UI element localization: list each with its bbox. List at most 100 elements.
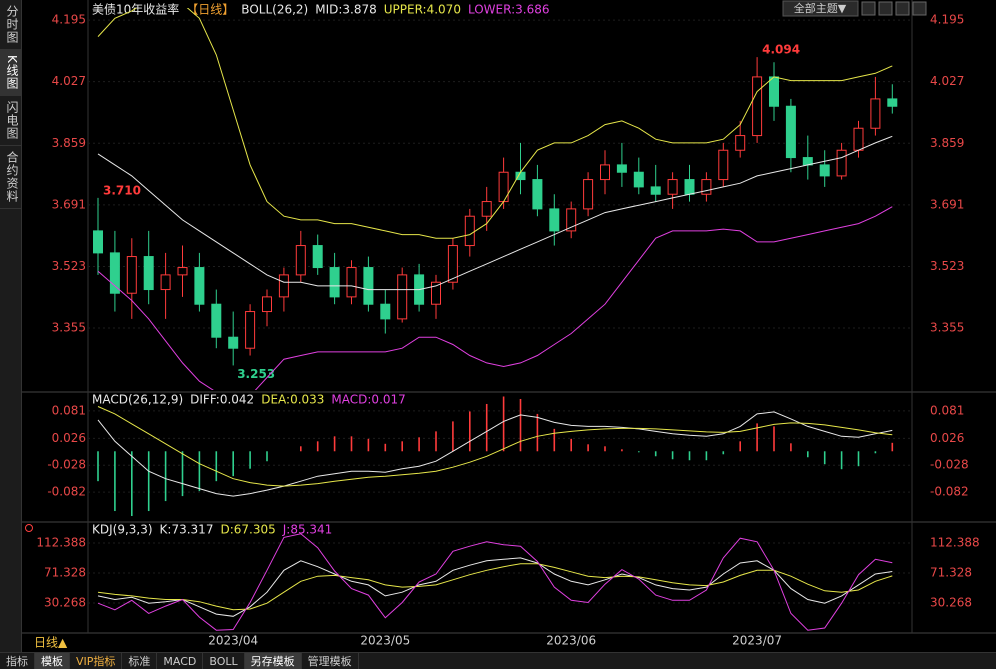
x-tick-label: 2023/05 xyxy=(360,634,410,648)
y-tick-label: 3.859 xyxy=(930,136,964,150)
y-tick-label: 0.026 xyxy=(930,431,964,445)
indicator-line xyxy=(97,135,893,291)
header-label: UPPER:4.070 xyxy=(384,3,461,17)
high-label: 3.710 xyxy=(103,183,141,197)
candle-body xyxy=(566,208,577,232)
y-tick-label: 4.027 xyxy=(930,74,964,88)
low-label: 3.253 xyxy=(237,367,275,381)
settings-icon[interactable] xyxy=(25,524,33,532)
candle-body xyxy=(616,164,627,173)
candle-body xyxy=(160,274,171,291)
y-tick-label: 3.523 xyxy=(930,259,964,273)
candle-body xyxy=(549,208,560,232)
chart: 全部主题▼ 日线▲ 4.195 4.195 4.027 4.027 3.859 3.859… xyxy=(22,0,996,650)
y-tick-label: 4.027 xyxy=(52,74,86,88)
icon-button[interactable] xyxy=(895,1,910,16)
footer-tab[interactable]: 另存模板 xyxy=(244,653,302,669)
y-tick-label: 3.355 xyxy=(52,321,86,335)
candle-body xyxy=(735,135,746,151)
y-tick-label: 4.195 xyxy=(52,13,86,27)
candle-body xyxy=(329,267,340,298)
footer-tab[interactable]: MACD xyxy=(157,653,204,669)
y-tick-label: 0.081 xyxy=(930,403,964,417)
header-label: KDJ(9,3,3) xyxy=(92,523,153,537)
header-label: J:85.341 xyxy=(282,523,333,537)
side-tab[interactable]: 闪电图 xyxy=(0,96,21,146)
theme-label: 全部主题▼ xyxy=(794,1,847,15)
header-label: D:67.305 xyxy=(220,523,275,537)
high-label: 4.094 xyxy=(762,43,800,57)
candle-body xyxy=(278,274,289,298)
candle-body xyxy=(600,164,610,181)
y-tick-label: 3.691 xyxy=(52,197,86,211)
candle-body xyxy=(380,303,391,320)
candle-body xyxy=(464,215,475,247)
side-tab[interactable]: 合约资料 xyxy=(0,146,21,209)
y-tick-label: 30.268 xyxy=(930,595,972,609)
candle-body xyxy=(126,256,137,294)
indicator-line xyxy=(97,411,893,497)
candle-body xyxy=(363,267,374,305)
header-label: 美债10年收益率 xyxy=(92,2,179,17)
x-tick-label: 2023/07 xyxy=(732,634,782,648)
header-label: MACD:0.017 xyxy=(331,393,405,407)
sidebar: 分时图 K线图 闪电图 合约资料 xyxy=(0,0,22,652)
footer-tab[interactable]: BOLL xyxy=(203,653,245,669)
candle-body xyxy=(177,267,188,276)
candle-body xyxy=(887,98,898,107)
side-tab[interactable]: 分时图 xyxy=(0,0,21,50)
indicator-line xyxy=(97,8,893,239)
icon-button[interactable] xyxy=(878,1,893,16)
candle-body xyxy=(431,281,441,305)
candle-body xyxy=(853,127,864,151)
candle-body xyxy=(701,179,712,195)
y-tick-label: -0.028 xyxy=(930,458,969,472)
icon-button[interactable] xyxy=(861,1,876,16)
candle-body xyxy=(769,76,779,107)
footer-tab[interactable]: 指标 xyxy=(0,653,35,669)
header-label: LOWER:3.686 xyxy=(468,3,550,17)
candle-body xyxy=(245,311,256,349)
candle-body xyxy=(211,303,222,338)
candle-body xyxy=(346,267,357,298)
candle-body xyxy=(447,245,458,283)
candle-body xyxy=(650,186,661,195)
indicator-line xyxy=(97,406,893,487)
theme-button[interactable] xyxy=(782,0,859,17)
period-label[interactable]: 日线▲ xyxy=(34,636,68,650)
candle-body xyxy=(752,76,763,137)
candle-body xyxy=(228,336,239,349)
indicator-line xyxy=(97,533,893,631)
candle-body xyxy=(295,245,306,276)
candle-body xyxy=(498,171,509,203)
y-tick-label: -0.082 xyxy=(930,485,969,499)
candle-body xyxy=(583,179,594,210)
candle-body xyxy=(143,256,154,291)
header-label: MID:3.878 xyxy=(315,3,377,17)
candle-body xyxy=(312,245,323,269)
candle-body xyxy=(836,149,847,177)
candle-body xyxy=(109,252,120,294)
y-tick-label: 3.691 xyxy=(930,197,964,211)
y-tick-label: 0.081 xyxy=(52,403,86,417)
icon-button[interactable] xyxy=(912,1,927,16)
footer-tab[interactable]: 管理模板 xyxy=(302,653,359,669)
y-tick-label: 112.388 xyxy=(36,535,86,549)
y-tick-label: 4.195 xyxy=(930,13,964,27)
header-label: BOLL(26,2) xyxy=(241,3,308,17)
candle-body xyxy=(718,149,729,181)
footer: 指标 模板 VIP指标 标准 MACD BOLL 另存模板 管理模板 xyxy=(0,652,996,669)
footer-tab[interactable]: 模板 xyxy=(35,653,70,669)
candle-body xyxy=(262,296,272,313)
footer-tab[interactable]: 标准 xyxy=(122,653,158,669)
footer-tab[interactable]: VIP指标 xyxy=(70,653,123,669)
header-label: K:73.317 xyxy=(160,523,214,537)
side-tab[interactable]: K线图 xyxy=(0,50,21,96)
header-label: MACD(26,12,9) xyxy=(92,393,183,407)
header-label: DEA:0.033 xyxy=(261,393,324,407)
indicator-line xyxy=(97,557,893,617)
y-tick-label: -0.082 xyxy=(47,485,86,499)
y-tick-label: 3.355 xyxy=(930,321,964,335)
candle-body xyxy=(633,171,644,188)
